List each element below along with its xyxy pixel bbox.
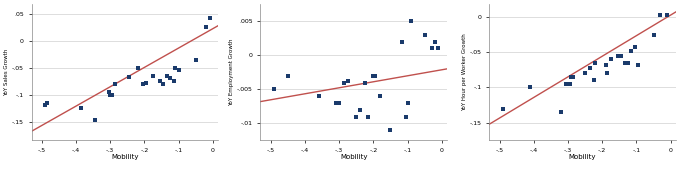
Point (269, 88, 279, 91)
Point (655, 14, 666, 17)
Point (40, 104, 51, 107)
Point (354, 108, 365, 111)
Point (580, 72, 591, 75)
Point (568, 75, 579, 78)
Y-axis label: YoY Employment Growth: YoY Employment Growth (229, 39, 234, 106)
X-axis label: Mobility: Mobility (569, 154, 596, 160)
Point (498, 107, 509, 110)
Point (426, 47, 437, 50)
Point (525, 86, 536, 89)
Point (124, 76, 135, 79)
Point (600, 63, 611, 66)
Point (564, 82, 575, 85)
Point (342, 80, 353, 83)
Point (110, 82, 121, 85)
Point (137, 82, 148, 85)
Point (154, 80, 165, 83)
Point (602, 72, 613, 75)
Point (556, 111, 566, 114)
Point (612, 54, 623, 57)
Point (420, 33, 430, 36)
Point (204, 17, 215, 20)
Point (397, 40, 408, 43)
Point (141, 81, 152, 84)
Point (402, 101, 413, 105)
Point (401, 115, 411, 118)
Point (605, 58, 616, 61)
Point (360, 81, 371, 84)
Point (105, 93, 116, 96)
Point (173, 69, 184, 72)
X-axis label: Mobility: Mobility (111, 154, 139, 160)
Point (561, 82, 572, 85)
Point (385, 129, 396, 132)
Point (132, 66, 143, 69)
Point (313, 95, 324, 98)
Point (375, 95, 386, 98)
Point (566, 75, 577, 78)
Point (648, 33, 659, 36)
Point (363, 115, 374, 118)
Point (103, 90, 114, 93)
Point (334, 101, 345, 105)
Point (90, 119, 101, 122)
Point (619, 61, 630, 64)
Point (662, 13, 673, 16)
Y-axis label: YoY Sales Growth: YoY Sales Growth (4, 49, 9, 96)
Point (75, 106, 86, 110)
Point (330, 101, 341, 105)
Point (339, 81, 350, 84)
Point (633, 63, 644, 66)
Point (430, 40, 441, 43)
Point (107, 93, 118, 96)
Point (590, 61, 601, 64)
Point (585, 66, 596, 69)
Point (622, 61, 633, 64)
Point (370, 74, 381, 77)
Point (148, 74, 158, 77)
Point (165, 77, 175, 80)
Point (190, 58, 201, 61)
Point (161, 74, 172, 77)
Point (368, 74, 379, 77)
Y-axis label: YoY Hour per Worker Growth: YoY Hour per Worker Growth (462, 33, 467, 111)
Point (168, 80, 179, 83)
Point (351, 115, 362, 118)
Point (41, 101, 52, 104)
Point (282, 74, 293, 77)
Point (158, 82, 169, 85)
Point (629, 45, 640, 48)
Point (433, 47, 444, 50)
Point (588, 79, 599, 82)
Point (170, 66, 181, 69)
Point (405, 20, 416, 23)
Point (626, 49, 636, 52)
Point (201, 26, 211, 29)
X-axis label: Mobility: Mobility (340, 154, 367, 160)
Point (615, 55, 626, 58)
